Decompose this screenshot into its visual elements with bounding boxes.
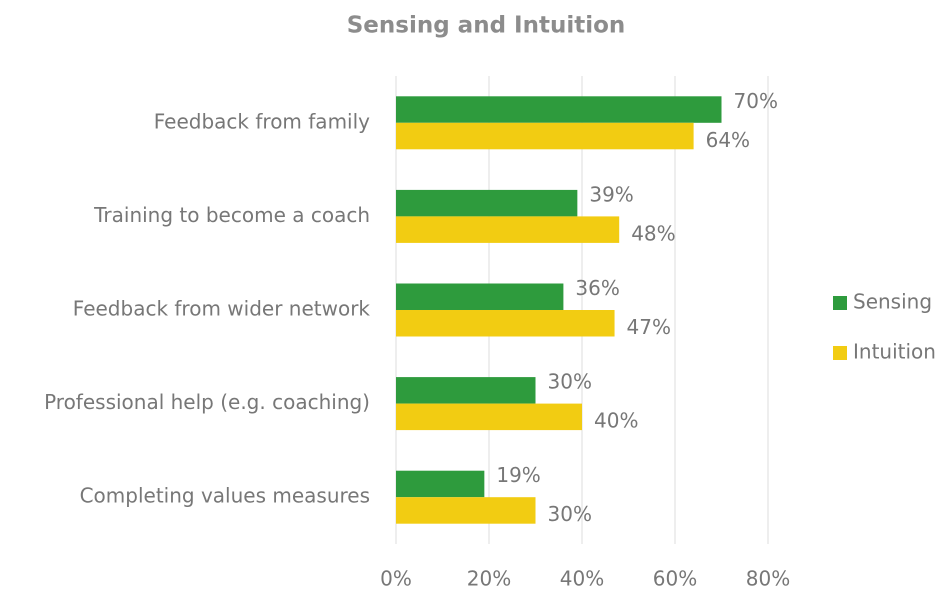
x-tick-label: 80% [746,567,790,591]
x-tick-label: 40% [560,567,604,591]
data-label: 19% [496,463,540,487]
bar [396,216,620,243]
data-label: 30% [548,502,592,526]
data-label: 30% [548,370,592,394]
bar [396,122,694,150]
y-tick-label: Professional help (e.g. coaching) [44,390,370,414]
legend-swatch [833,346,847,360]
data-label: 64% [706,128,750,152]
data-label: 39% [589,182,633,206]
legend-label: Intuition [853,340,936,364]
y-tick-label: Completing values measures [80,484,370,508]
data-label: 47% [627,315,671,339]
y-tick-label: Feedback from family [154,109,370,133]
legend-swatch [833,296,847,310]
bar [396,310,615,337]
bar [396,497,536,524]
bar [396,377,536,404]
bar [396,96,722,123]
data-label: 48% [631,221,675,245]
data-label: 70% [734,89,778,113]
x-tick-label: 60% [653,567,697,591]
x-tick-label: 20% [467,567,511,591]
data-label: 36% [575,276,619,300]
x-tick-label: 0% [380,567,412,591]
y-tick-label: Training to become a coach [93,203,370,227]
y-tick-label: Feedback from wider network [73,297,371,321]
chart-title: Sensing and Intuition [347,13,626,39]
bar [396,189,578,217]
bar [396,470,485,498]
bar [396,283,564,310]
data-label: 40% [594,409,638,433]
legend-label: Sensing [853,290,932,314]
bar [396,403,582,431]
